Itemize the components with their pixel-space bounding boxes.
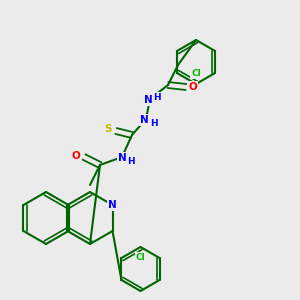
Text: H: H [150,118,158,127]
Text: N: N [140,115,148,125]
Text: O: O [189,82,197,92]
Text: H: H [127,157,135,166]
Text: Cl: Cl [191,70,201,79]
Text: S: S [104,124,112,134]
Text: N: N [108,200,117,210]
Text: Cl: Cl [136,253,146,262]
Text: H: H [153,92,161,101]
Text: N: N [144,95,152,105]
Text: N: N [118,153,126,163]
Text: O: O [72,151,80,161]
